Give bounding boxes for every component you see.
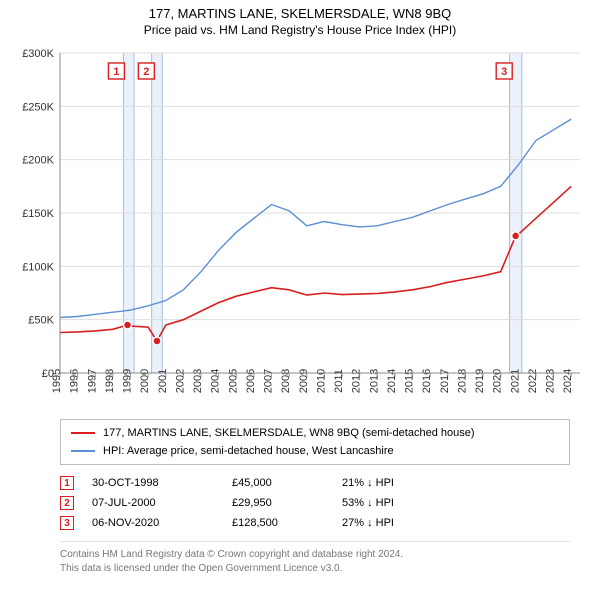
- svg-text:£150K: £150K: [22, 208, 54, 220]
- legend-item-a: 177, MARTINS LANE, SKELMERSDALE, WN8 9BQ…: [61, 424, 569, 442]
- events-table: 1 30-OCT-1998£45,00021% ↓ HPI 2 07-JUL-2000…: [60, 473, 570, 533]
- svg-text:2002: 2002: [174, 369, 186, 393]
- legend-swatch-b: [71, 450, 95, 452]
- svg-text:1996: 1996: [69, 369, 81, 393]
- svg-text:£250K: £250K: [22, 101, 54, 113]
- event-price: £29,950: [232, 497, 342, 509]
- legend: 177, MARTINS LANE, SKELMERSDALE, WN8 9BQ…: [60, 419, 570, 465]
- svg-text:2016: 2016: [421, 369, 433, 393]
- legend-item-b: HPI: Average price, semi-detached house,…: [61, 442, 569, 460]
- legend-label-b: HPI: Average price, semi-detached house,…: [103, 445, 394, 457]
- event-marker-box: 1: [60, 476, 74, 490]
- svg-text:2021: 2021: [509, 369, 521, 393]
- event-delta: 27% ↓ HPI: [342, 517, 452, 529]
- footer-line-1: Contains HM Land Registry data © Crown c…: [60, 548, 570, 562]
- svg-text:£100K: £100K: [22, 261, 54, 273]
- event-row: 3 06-NOV-2020£128,50027% ↓ HPI: [60, 513, 570, 533]
- event-delta: 53% ↓ HPI: [342, 497, 452, 509]
- svg-text:£300K: £300K: [22, 48, 54, 60]
- svg-text:2003: 2003: [192, 369, 204, 393]
- svg-text:2012: 2012: [351, 369, 363, 393]
- event-marker-box: 3: [60, 516, 74, 530]
- svg-text:1998: 1998: [104, 369, 116, 393]
- svg-text:3: 3: [501, 66, 507, 78]
- chart-area: £0£50K£100K£150K£200K£250K£300K199519961…: [0, 43, 600, 413]
- svg-text:2019: 2019: [474, 369, 486, 393]
- legend-label-a: 177, MARTINS LANE, SKELMERSDALE, WN8 9BQ…: [103, 427, 475, 439]
- svg-text:£50K: £50K: [28, 315, 54, 327]
- chart-subtitle: Price paid vs. HM Land Registry's House …: [0, 23, 600, 37]
- svg-text:2014: 2014: [386, 369, 398, 393]
- chart-title: 177, MARTINS LANE, SKELMERSDALE, WN8 9BQ: [0, 6, 600, 21]
- footer-line-2: This data is licensed under the Open Gov…: [60, 562, 570, 576]
- line-chart: £0£50K£100K£150K£200K£250K£300K199519961…: [0, 43, 600, 413]
- svg-text:£200K: £200K: [22, 155, 54, 167]
- event-delta: 21% ↓ HPI: [342, 477, 452, 489]
- event-price: £45,000: [232, 477, 342, 489]
- event-marker-box: 2: [60, 496, 74, 510]
- event-date: 30-OCT-1998: [92, 477, 232, 489]
- svg-text:2005: 2005: [227, 369, 239, 393]
- svg-text:2006: 2006: [245, 369, 257, 393]
- footer: Contains HM Land Registry data © Crown c…: [60, 541, 570, 575]
- svg-text:2001: 2001: [157, 369, 169, 393]
- event-price: £128,500: [232, 517, 342, 529]
- svg-text:1: 1: [113, 66, 119, 78]
- svg-text:2009: 2009: [298, 369, 310, 393]
- svg-text:2015: 2015: [404, 369, 416, 393]
- svg-text:2007: 2007: [263, 369, 275, 393]
- svg-text:1999: 1999: [122, 369, 134, 393]
- svg-text:2023: 2023: [545, 369, 557, 393]
- svg-text:2: 2: [143, 66, 149, 78]
- svg-text:2020: 2020: [492, 369, 504, 393]
- svg-text:2024: 2024: [562, 369, 574, 393]
- svg-text:2004: 2004: [210, 369, 222, 393]
- event-row: 1 30-OCT-1998£45,00021% ↓ HPI: [60, 473, 570, 493]
- svg-text:2022: 2022: [527, 369, 539, 393]
- svg-text:2018: 2018: [456, 369, 468, 393]
- svg-text:2008: 2008: [280, 369, 292, 393]
- svg-text:1997: 1997: [86, 369, 98, 393]
- svg-text:2000: 2000: [139, 369, 151, 393]
- svg-text:2013: 2013: [368, 369, 380, 393]
- svg-text:2010: 2010: [315, 369, 327, 393]
- event-date: 06-NOV-2020: [92, 517, 232, 529]
- svg-text:2017: 2017: [439, 369, 451, 393]
- event-row: 2 07-JUL-2000£29,95053% ↓ HPI: [60, 493, 570, 513]
- legend-swatch-a: [71, 432, 95, 434]
- event-date: 07-JUL-2000: [92, 497, 232, 509]
- svg-text:1995: 1995: [51, 369, 63, 393]
